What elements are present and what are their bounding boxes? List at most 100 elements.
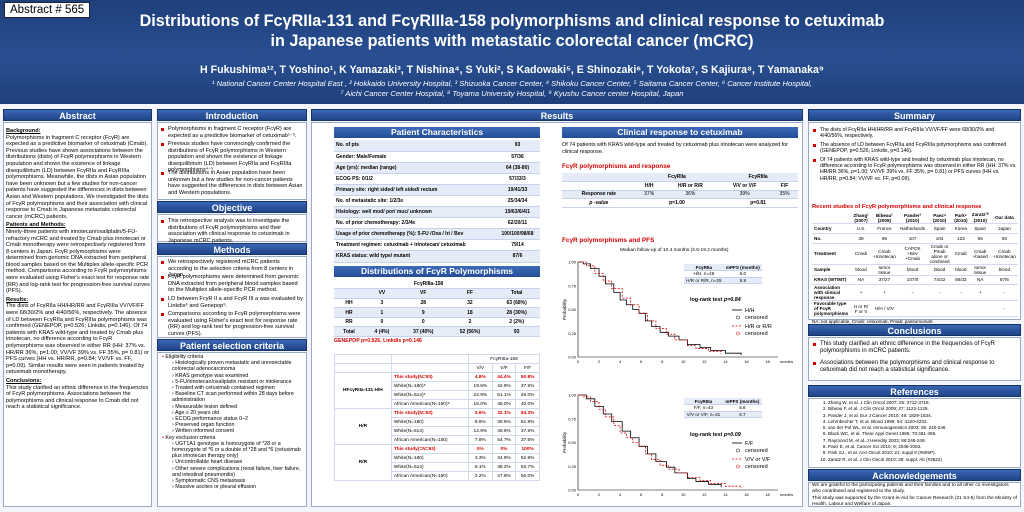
ethnic-cell: 0% xyxy=(468,444,493,454)
acknowledgements-header: Acknowledgements xyxy=(808,469,1021,481)
conclusion-bullet: Associations between the polymorphisms a… xyxy=(813,360,1017,374)
dist-cell: 37 (40%) xyxy=(399,326,447,338)
recent-cell: 123 xyxy=(952,233,970,244)
ethnic-cell: White(N=514) xyxy=(390,426,470,436)
summary-bullet: The dists of FcγRIIa HH/HR/RR and FcγRII… xyxy=(813,127,1017,139)
poster-title-line1: Distributions of FcγRIIa-131 and FcγRIII… xyxy=(139,12,885,30)
recent-head-row: Zhang¹ (2007) Bibeau² (2009) Pander³ (2010… xyxy=(812,212,1018,224)
pc-cell: 87/6 xyxy=(495,250,540,263)
dist-cell: 0 xyxy=(399,317,447,328)
km1-row-value: 6.0 xyxy=(723,270,762,278)
km1-row-label: H/H, n=49 xyxy=(684,270,724,278)
ethnic-group: R/R xyxy=(334,444,392,481)
recent-cell: Favorable type of FcγR polymorphisms xyxy=(812,300,852,318)
author-list: H Fukushima¹², T Yoshino¹, K Yamazaki³, … xyxy=(200,64,824,76)
km1-logrank-label: log-rank test xyxy=(690,297,723,303)
recent-cell: Netherlands xyxy=(897,223,928,234)
recent-cell: Spain xyxy=(927,223,953,234)
summary-header: Summary xyxy=(808,109,1021,121)
pc-cell: KRAS status: wild type/ mutant xyxy=(334,250,495,263)
patient-characteristics-header: Patient Characteristics xyxy=(334,127,540,138)
km1-logrank: log-rank test p=0.84 xyxy=(690,297,741,303)
ethnic-cell: 8.6% xyxy=(468,417,493,427)
x-tick-label: 0 xyxy=(577,359,580,364)
ethnic-cell: 49.6% xyxy=(491,426,517,436)
abstract-number-badge: Abstract # 565 xyxy=(4,2,91,18)
ethnic-cell: 32.1% xyxy=(491,408,517,418)
recent-cell xyxy=(927,300,953,318)
y-tick-label: 0.50 xyxy=(568,307,577,312)
legend-label-1: F/F xyxy=(745,441,754,447)
abstract-text: Background: Polymorphisms in fragment C r… xyxy=(6,128,150,413)
exclusion-item: › UGT1A1 genotype is homozygote of *28 o… xyxy=(172,440,301,460)
eligibility-item: › Baseline CT scan performed within 28 d… xyxy=(172,391,294,404)
rr-col: V/V or V/F xyxy=(718,181,772,191)
km2-row-value: 6.7 xyxy=(722,411,762,418)
eligibility-item: › Preserved organ function xyxy=(172,422,235,429)
pc-cell: 93 xyxy=(495,140,540,152)
ld-footnote: GENEPOP p=0.526, Linkdis p=0.146 xyxy=(334,338,422,345)
ethnic-cell: This study(=N=93) xyxy=(390,444,470,454)
exclusion-heading: Key exclusion criteria xyxy=(165,434,216,441)
x-axis-unit: months xyxy=(780,492,793,497)
methods-header: Methods xyxy=(157,243,307,255)
introduction-panel xyxy=(157,122,307,200)
dist-cell: 93 xyxy=(493,326,540,338)
recent-cell: 87/6 xyxy=(990,275,1018,286)
introduction-header: Introduction xyxy=(157,109,307,121)
results-text: The dists of FcγRIIa HH/HR/RR and FcγRII… xyxy=(6,303,150,376)
recent-cell: Treatment xyxy=(812,243,852,265)
dist-cell: 52 (56%) xyxy=(446,326,494,338)
pc-cell: 25/34/34 xyxy=(495,195,540,208)
ethnic-row: H/R This study(N=93) 3.6% 32.1% 64.3% xyxy=(334,408,540,445)
rr-value: 36% xyxy=(662,190,719,199)
recent-cell: H or R/ F or V xyxy=(851,300,871,318)
methods-bullet: Comparisons according to FcγR polymorphi… xyxy=(161,311,305,337)
ethnic-cell: African American(N=150) xyxy=(390,435,470,445)
ethnic-cell: 47.8% xyxy=(491,471,517,481)
recent-cell: 74/22 xyxy=(927,275,953,286)
recent-studies-table: Zhang¹ (2007) Bibeau² (2009) Pander³ (2010… xyxy=(812,212,1018,324)
km2-head: mPFS (months) xyxy=(722,398,762,405)
reference-item: Zhang W, et al. J Clin Oncol 2007; 25: 3… xyxy=(828,400,1018,406)
recent-cell: 107/0 xyxy=(897,275,928,286)
conclusion-bullet: This study clarified an ethnic differenc… xyxy=(813,341,1017,355)
dist-cell: 0 xyxy=(363,317,400,328)
ethnic-cell: White(N=180) xyxy=(390,417,470,427)
rr-value: 39% xyxy=(718,190,772,199)
patient-characteristics-table: No. of pts 93 Gender: Male/Female 57/36 Age … xyxy=(334,140,540,263)
objective-text: This retrospective analysis was to inves… xyxy=(161,218,305,244)
rr-value: 35% xyxy=(771,190,798,199)
ethnic-cell: White(N=180) xyxy=(390,453,470,463)
dist-row: HH 3 28 32 63 (68%) xyxy=(334,298,540,309)
patients-methods-text: Ninety-three patients with irinotecan/ox… xyxy=(6,228,150,295)
ethnic-cell: 2.3% xyxy=(468,453,493,463)
recent-cell: blood xyxy=(851,264,871,276)
ethnic-cell: 37.5% xyxy=(515,435,540,445)
patient-selection-header: Patient selection criteria xyxy=(157,339,307,351)
distributions-table: FcγRIIIa-158 VV VF FF Total HH 3 28 32 63 (68%)… xyxy=(334,279,540,344)
recent-cell: Cmab xyxy=(851,243,871,265)
recent-cell: Cmab +Irinotecan xyxy=(990,243,1018,265)
rr-label: Response rate xyxy=(562,190,636,199)
ethnic-cell: 12.9% xyxy=(468,426,493,436)
x-tick-label: 16 xyxy=(744,492,749,497)
eligibility-item: › Histologically proven metastatic and u… xyxy=(172,360,292,373)
eligibility-item: › KRAS genotype was examined xyxy=(172,372,249,379)
km-curve-series1 xyxy=(578,394,722,488)
eligibility-item: › Age ≥ 20 years old xyxy=(172,409,220,416)
dist-row: HR 1 9 18 28 (30%) xyxy=(334,307,540,318)
background-text: Polymorphisms in fragment C receptor (Fc… xyxy=(6,134,149,220)
selection-text: • Eligibility criteria › Histologically … xyxy=(162,354,304,490)
exclusion-item: › Massive ascites or pleural effusion xyxy=(172,484,257,491)
recent-cell: 107 xyxy=(897,233,928,244)
followup-note: Median follow-up of 10.4 months (2.6-19.… xyxy=(620,248,729,253)
reference-item: Lehrnbecher T, et al. Blood 1999; 94: 42… xyxy=(828,419,1018,425)
pc-cell: 79/14 xyxy=(495,239,540,252)
col-vf: VF xyxy=(399,288,447,299)
col-vv: VV xyxy=(363,288,400,299)
recent-cell: - xyxy=(990,284,1018,302)
dist-row: Total 4 (4%) 37 (40%) 52 (56%) 93 xyxy=(334,326,540,338)
recent-cell: 93 xyxy=(990,233,1018,244)
col-ff: FF xyxy=(446,288,494,299)
